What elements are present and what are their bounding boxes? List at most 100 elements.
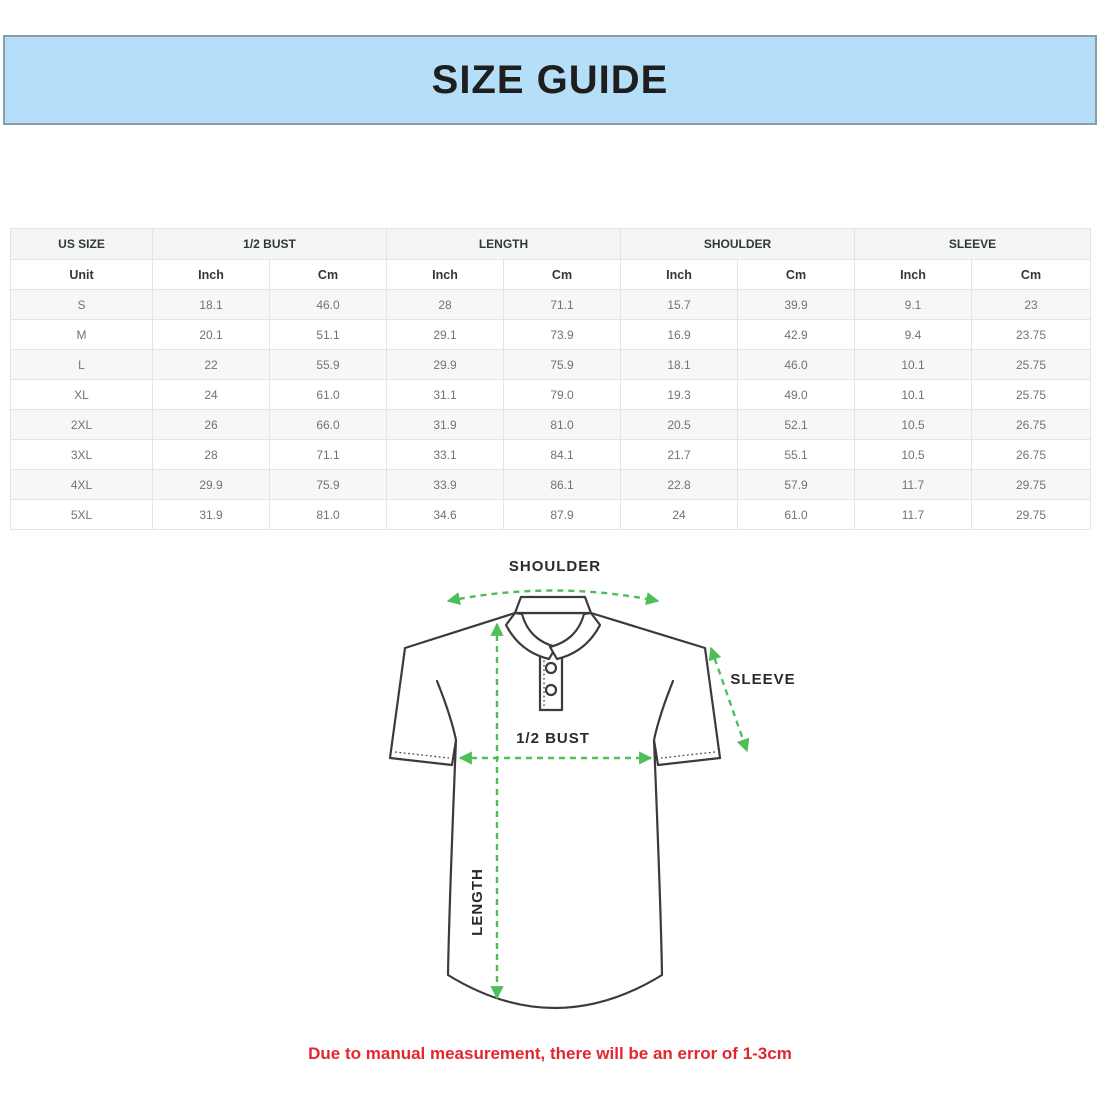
measurement-cell: 25.75 [970, 379, 1092, 410]
measurement-cell: 61.0 [269, 379, 387, 410]
size-guide-banner: SIZE GUIDE [3, 35, 1097, 125]
shirt-measurement-diagram: SHOULDER SLEEVE 1/2 BUST LENGTH [388, 558, 795, 1010]
measurement-cell: 10.1 [854, 349, 972, 380]
measurement-cell: 29.9 [152, 469, 270, 500]
measurement-cell: 22 [152, 349, 270, 380]
measurement-cell: 20.1 [152, 319, 270, 350]
measurement-cell: 9.1 [854, 289, 972, 320]
measurement-cell: 9.4 [854, 319, 972, 350]
measurement-cell: 10.5 [854, 409, 972, 440]
table-row: 4XL 29.9 75.9 33.9 86.1 22.8 57.9 11.7 29.75 [10, 469, 1092, 500]
measurement-cell: 22.8 [620, 469, 738, 500]
measurement-cell: 51.1 [269, 319, 387, 350]
column-group-header: SHOULDER [620, 228, 855, 260]
measurement-cell: 16.9 [620, 319, 738, 350]
right-cuff-stitching [660, 751, 716, 759]
table-row: 2XL 26 66.0 31.9 81.0 20.5 52.1 10.5 26.75 [10, 409, 1092, 440]
size-chart-table: US SIZE 1/2 BUST LENGTH SHOULDER SLEEVE Unit I… [10, 228, 1092, 530]
measurement-cell: 75.9 [503, 349, 621, 380]
measurement-cell: 21.7 [620, 439, 738, 470]
button-bottom [544, 683, 558, 697]
unit-cell: Cm [737, 259, 855, 290]
measurement-cell: 33.1 [386, 439, 504, 470]
measurement-cell: 39.9 [737, 289, 855, 320]
table-row: S 18.1 46.0 28 71.1 15.7 39.9 9.1 23 [10, 289, 1092, 320]
measurement-cell: 42.9 [737, 319, 855, 350]
measurement-cell: 23 [970, 289, 1092, 320]
unit-cell: Inch [386, 259, 504, 290]
measurement-cell: 87.9 [503, 499, 621, 530]
unit-cell: Inch [854, 259, 972, 290]
sleeve-label: SLEEVE [730, 671, 795, 688]
measurement-cell: 29.1 [386, 319, 504, 350]
measurement-cell: 11.7 [854, 469, 972, 500]
table-group-header-row: US SIZE 1/2 BUST LENGTH SHOULDER SLEEVE [10, 228, 1092, 260]
measurement-cell: 29.75 [970, 469, 1092, 500]
measurement-cell: 26.75 [970, 409, 1092, 440]
measurement-cell: 75.9 [269, 469, 387, 500]
bust-label: 1/2 BUST [516, 730, 590, 747]
size-label-cell: 4XL [10, 469, 153, 500]
measurement-cell: 20.5 [620, 409, 738, 440]
measurement-cell: 71.1 [503, 289, 621, 320]
measurement-error-note: Due to manual measurement, there will be… [308, 1044, 792, 1063]
measurement-cell: 25.75 [970, 349, 1092, 380]
placket [538, 650, 564, 712]
measurement-cell: 10.5 [854, 439, 972, 470]
measurement-cell: 18.1 [152, 289, 270, 320]
size-label-cell: 2XL [10, 409, 153, 440]
measurement-cell: 33.9 [386, 469, 504, 500]
size-label-cell: 3XL [10, 439, 153, 470]
measurement-cell: 23.75 [970, 319, 1092, 350]
size-label-cell: S [10, 289, 153, 320]
unit-cell: Inch [152, 259, 270, 290]
measurement-cell: 61.0 [737, 499, 855, 530]
table-row: 3XL 28 71.1 33.1 84.1 21.7 55.1 10.5 26.75 [10, 439, 1092, 470]
measurement-cell: 29.9 [386, 349, 504, 380]
measurement-cell: 84.1 [503, 439, 621, 470]
size-label-cell: L [10, 349, 153, 380]
column-group-header: 1/2 BUST [152, 228, 387, 260]
measurement-cell: 31.1 [386, 379, 504, 410]
sleeve-arrow [708, 646, 750, 753]
measurement-cell: 18.1 [620, 349, 738, 380]
measurement-cell: 86.1 [503, 469, 621, 500]
measurement-cell: 26 [152, 409, 270, 440]
left-armhole-seam [435, 679, 458, 742]
measurement-cell: 55.9 [269, 349, 387, 380]
measurement-cell: 81.0 [269, 499, 387, 530]
measurement-cell: 29.75 [970, 499, 1092, 530]
table-row: L 22 55.9 29.9 75.9 18.1 46.0 10.1 25.75 [10, 349, 1092, 380]
measurement-cell: 34.6 [386, 499, 504, 530]
measurement-cell: 10.1 [854, 379, 972, 410]
measurement-cell: 49.0 [737, 379, 855, 410]
measurement-cell: 81.0 [503, 409, 621, 440]
measurement-cell: 26.75 [970, 439, 1092, 470]
size-label-cell: M [10, 319, 153, 350]
measurement-cell: 79.0 [503, 379, 621, 410]
measurement-cell: 46.0 [269, 289, 387, 320]
right-armhole-seam [652, 679, 675, 742]
measurement-cell: 28 [152, 439, 270, 470]
measurement-cell: 28 [386, 289, 504, 320]
size-label-cell: 5XL [10, 499, 153, 530]
left-cuff-stitching [394, 751, 450, 759]
unit-cell: Cm [970, 259, 1092, 290]
measurement-cell: 46.0 [737, 349, 855, 380]
measurement-cell: 19.3 [620, 379, 738, 410]
measurement-cell: 52.1 [737, 409, 855, 440]
polo-shirt-outline [388, 595, 722, 1010]
measurement-cell: 55.1 [737, 439, 855, 470]
table-row: XL 24 61.0 31.1 79.0 19.3 49.0 10.1 25.75 [10, 379, 1092, 410]
measurement-cell: 31.9 [386, 409, 504, 440]
size-label-cell: XL [10, 379, 153, 410]
length-label: LENGTH [469, 868, 486, 936]
measurement-cell: 73.9 [503, 319, 621, 350]
unit-header-cell: Unit [10, 259, 153, 290]
unit-cell: Cm [269, 259, 387, 290]
measurement-cell: 11.7 [854, 499, 972, 530]
shoulder-arrow [446, 589, 660, 606]
table-unit-row: Unit Inch Cm Inch Cm Inch Cm Inch Cm [10, 259, 1092, 290]
table-row: 5XL 31.9 81.0 34.6 87.9 24 61.0 11.7 29.75 [10, 499, 1092, 530]
shoulder-label: SHOULDER [509, 558, 601, 575]
